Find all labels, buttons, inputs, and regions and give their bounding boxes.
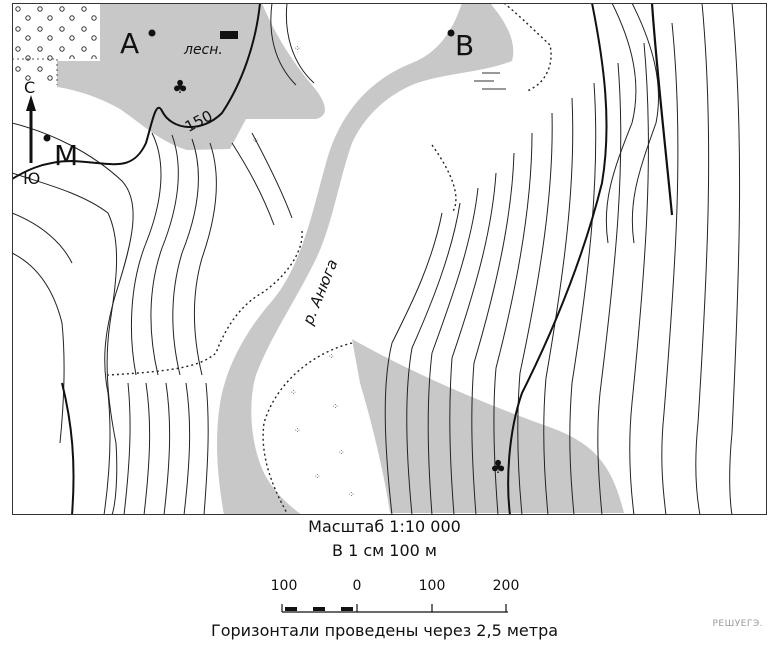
road-east xyxy=(650,3,674,216)
index-contour-east xyxy=(507,3,608,515)
meadow-area xyxy=(12,3,98,85)
svg-text:♣: ♣ xyxy=(490,457,506,478)
point-b-label: B xyxy=(455,29,474,62)
contour-interval-note: Горизонтали проведены через 2,5 метра xyxy=(210,621,559,640)
scale-title: Масштаб 1:10 000 xyxy=(308,517,461,536)
river-anyuga xyxy=(217,3,514,515)
index-contour-west xyxy=(61,382,75,515)
scale-tick-label: 200 xyxy=(492,578,520,594)
forest-area-north xyxy=(57,3,325,150)
svg-text:♣: ♣ xyxy=(172,77,188,98)
scale-tick-label: 100 xyxy=(270,578,298,594)
scale-tick-label: 0 xyxy=(352,578,362,594)
tree-icon: ♣ ♣ xyxy=(172,77,506,478)
watermark: РЕШУЕГЭ. xyxy=(712,619,763,629)
forestry-building-icon xyxy=(220,31,238,39)
point-a-label: A xyxy=(120,27,139,60)
north-arrow-icon xyxy=(26,95,36,163)
svg-text:⁘: ⁘ xyxy=(294,44,301,53)
swamp-icon xyxy=(474,72,506,90)
point-m-label: M xyxy=(54,139,78,172)
scale-subtitle: В 1 см 100 м xyxy=(332,541,437,560)
topographic-map: A B M лесн. С Ю 150 р. Анюга ♣ ♣ ⁘ ⁘ ⁘ ⁘… xyxy=(12,3,767,515)
svg-text:⁘: ⁘ xyxy=(332,402,339,411)
contour-lines-west xyxy=(12,3,315,515)
scale-bar xyxy=(281,604,508,613)
south-label: Ю xyxy=(23,169,40,188)
point-a-marker xyxy=(148,29,156,37)
svg-text:⁘: ⁘ xyxy=(338,448,345,457)
svg-text:⁘: ⁘ xyxy=(348,490,355,499)
index-contour-150 xyxy=(12,3,261,180)
river-cliff-east xyxy=(262,3,552,515)
svg-text:⁘: ⁘ xyxy=(328,352,335,361)
svg-text:⁘: ⁘ xyxy=(290,388,297,397)
svg-text:⁘: ⁘ xyxy=(294,426,301,435)
svg-text:⁘: ⁘ xyxy=(252,136,259,145)
contour-lines-east xyxy=(384,3,741,515)
forest-dots: ⁘ ⁘ ⁘ ⁘ ⁘ ⁘ ⁘ ⁘ ⁘ xyxy=(252,44,355,499)
forestry-label: лесн. xyxy=(183,42,223,58)
point-m-marker xyxy=(43,134,51,142)
north-label: С xyxy=(24,78,35,97)
scale-tick-label: 100 xyxy=(418,578,446,594)
forest-area-southeast xyxy=(352,339,624,513)
meadow-boundary xyxy=(12,58,58,85)
svg-text:⁘: ⁘ xyxy=(314,472,321,481)
point-b-marker xyxy=(447,29,455,37)
map-border xyxy=(12,3,767,515)
